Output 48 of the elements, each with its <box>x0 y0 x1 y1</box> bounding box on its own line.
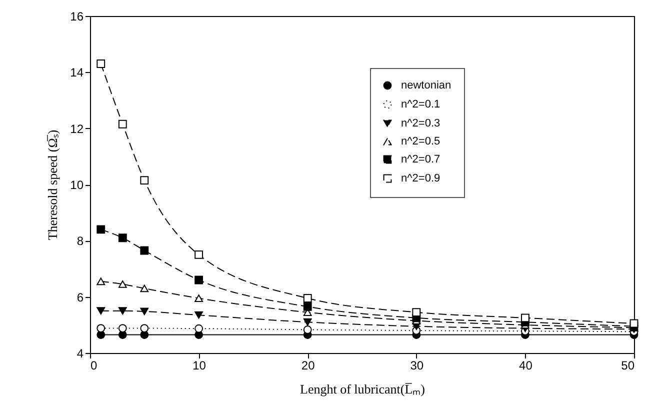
point <box>96 225 106 234</box>
x-tick-label: 50 <box>621 358 635 372</box>
y-tick-label: 14 <box>70 66 84 80</box>
x-tick-label: 40 <box>519 358 533 372</box>
x-tick-label: 20 <box>301 358 316 372</box>
y-axis-title: Theresold speed (Ω̅ₛ) <box>45 130 60 240</box>
point <box>140 324 149 332</box>
point <box>96 324 106 332</box>
point <box>118 324 127 332</box>
legend-label: n^2=0.5 <box>401 136 440 148</box>
point <box>96 307 106 315</box>
y-tick-label: 12 <box>70 122 84 136</box>
point <box>194 311 204 319</box>
point <box>140 284 149 292</box>
point <box>118 280 127 288</box>
legend-label: newtonian <box>401 80 452 92</box>
point <box>194 324 204 333</box>
y-tick-label: 6 <box>76 290 84 304</box>
point <box>194 294 204 302</box>
point <box>303 325 312 334</box>
point <box>520 314 530 322</box>
point <box>630 319 638 328</box>
point <box>118 234 127 242</box>
point <box>140 176 149 184</box>
point <box>303 318 312 326</box>
point <box>96 278 106 286</box>
legend-label: n^2=0.9 <box>401 172 440 184</box>
y-tick-label: 10 <box>70 178 84 192</box>
point <box>194 250 204 259</box>
point <box>412 308 421 316</box>
x-tick-label: 10 <box>192 358 206 372</box>
point <box>303 302 312 311</box>
point <box>140 308 149 316</box>
point <box>96 60 106 68</box>
y-tick-label: 16 <box>70 10 84 24</box>
point <box>140 246 149 255</box>
legend-label: n^2=0.7 <box>401 154 440 166</box>
point <box>118 307 127 315</box>
x-tick-label: 30 <box>410 358 424 372</box>
x-axis-title: Lenght of lubricant(L̅ₘ) <box>300 382 425 396</box>
x-tick-label: 0 <box>90 358 98 372</box>
point <box>118 120 127 128</box>
y-tick-label: 4 <box>76 346 84 360</box>
legend-label: n^2=0.3 <box>401 118 440 130</box>
point <box>194 276 204 284</box>
legend-label: n^2=0.1 <box>401 98 440 110</box>
point <box>303 294 312 302</box>
y-tick-label: 8 <box>76 234 84 248</box>
